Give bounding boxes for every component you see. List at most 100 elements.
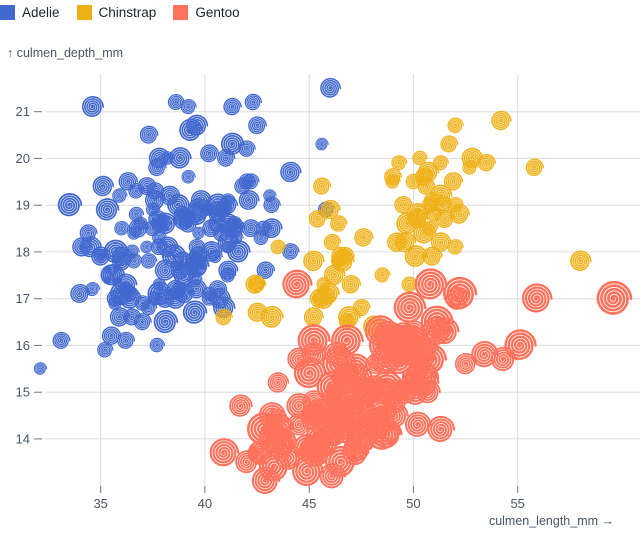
data-point-spiral bbox=[202, 219, 222, 238]
data-point-spiral bbox=[282, 243, 300, 260]
data-point-spiral bbox=[217, 149, 236, 167]
data-point-spiral bbox=[220, 132, 245, 155]
data-point-spiral bbox=[421, 196, 440, 214]
data-point-spiral bbox=[33, 362, 48, 375]
data-point-spiral bbox=[128, 183, 145, 199]
data-point-spiral bbox=[215, 308, 233, 326]
data-point-spiral bbox=[409, 346, 436, 372]
data-point-spiral bbox=[93, 249, 109, 264]
data-point-spiral bbox=[149, 337, 166, 353]
legend-label-chinstrap: Chinstrap bbox=[98, 5, 157, 20]
legend-label-adelie: Adelie bbox=[22, 5, 60, 20]
data-point-spiral bbox=[112, 188, 128, 203]
data-point-spiral bbox=[140, 253, 158, 269]
data-point-spiral bbox=[417, 161, 440, 183]
data-point-spiral bbox=[330, 215, 348, 232]
data-point-spiral bbox=[391, 155, 408, 171]
data-point-spiral bbox=[95, 198, 120, 221]
data-point-spiral bbox=[430, 232, 452, 252]
data-point-spiral bbox=[504, 329, 537, 360]
data-point-spiral bbox=[394, 196, 413, 214]
series-gentoo bbox=[209, 268, 633, 494]
data-point-spiral bbox=[148, 158, 167, 177]
data-point-spiral bbox=[477, 153, 497, 172]
y-tick-label: 19 bbox=[16, 198, 30, 213]
data-point-spiral bbox=[218, 260, 239, 280]
x-tick-label: 55 bbox=[510, 496, 524, 511]
x-tick-label: 35 bbox=[93, 496, 107, 511]
data-point-spiral bbox=[384, 168, 403, 186]
data-point-spiral bbox=[109, 281, 135, 306]
data-point-spiral bbox=[154, 259, 177, 281]
data-point-spiral bbox=[282, 269, 313, 299]
legend-swatch-gentoo bbox=[173, 5, 189, 20]
data-point-spiral bbox=[330, 408, 365, 440]
data-point-spiral bbox=[570, 250, 592, 271]
data-point-spiral bbox=[427, 415, 456, 443]
data-point-spiral bbox=[238, 190, 260, 210]
data-point-spiral bbox=[331, 324, 364, 356]
data-point-spiral bbox=[302, 390, 326, 412]
data-point-spiral bbox=[401, 276, 418, 293]
legend: Adelie Chinstrap Gentoo bbox=[0, 5, 257, 20]
data-point-spiral bbox=[161, 244, 187, 268]
data-point-spiral bbox=[263, 189, 277, 202]
data-point-spiral bbox=[186, 114, 209, 136]
data-point-spiral bbox=[354, 228, 374, 247]
data-point-spiral bbox=[137, 177, 157, 195]
data-point-spiral bbox=[144, 220, 162, 237]
data-point-spiral bbox=[286, 393, 313, 418]
data-point-spiral bbox=[315, 137, 329, 151]
data-point-spiral bbox=[227, 240, 251, 263]
data-point-spiral bbox=[234, 177, 252, 195]
data-point-spiral bbox=[270, 239, 286, 255]
data-point-spiral bbox=[432, 155, 449, 171]
y-tick-label: 17 bbox=[16, 291, 30, 306]
data-point-spiral bbox=[57, 192, 83, 217]
data-point-spiral bbox=[220, 267, 237, 283]
data-point-spiral bbox=[293, 357, 327, 389]
data-point-spiral bbox=[323, 233, 342, 251]
data-point-spiral bbox=[181, 169, 196, 184]
data-point-spiral bbox=[394, 231, 417, 253]
y-axis-label: ↑ culmen_depth_mm bbox=[7, 46, 124, 60]
data-point-spiral bbox=[235, 450, 260, 474]
data-point-spiral bbox=[209, 438, 240, 467]
legend-item-chinstrap: Chinstrap bbox=[76, 5, 157, 20]
y-tick-label: 16 bbox=[16, 338, 30, 353]
data-point-spiral bbox=[435, 209, 455, 228]
data-point-spiral bbox=[118, 172, 139, 191]
data-point-spiral bbox=[244, 93, 263, 111]
legend-label-gentoo: Gentoo bbox=[195, 5, 240, 20]
data-point-spiral bbox=[309, 404, 331, 426]
data-point-spiral bbox=[431, 317, 460, 345]
data-point-spiral bbox=[303, 307, 324, 327]
data-point-spiral bbox=[447, 239, 464, 255]
data-point-spiral bbox=[341, 275, 362, 294]
data-point-spiral bbox=[248, 116, 267, 135]
data-point-spiral bbox=[248, 276, 267, 293]
data-point-spiral bbox=[525, 158, 545, 177]
data-point-spiral bbox=[70, 284, 91, 304]
data-point-spiral bbox=[165, 287, 188, 309]
data-point-spiral bbox=[596, 280, 633, 315]
x-tick-label: 50 bbox=[406, 496, 420, 511]
x-tick-label: 45 bbox=[302, 496, 316, 511]
data-point-spiral bbox=[248, 439, 276, 465]
data-point-spiral bbox=[247, 302, 268, 322]
data-point-spiral bbox=[188, 246, 210, 266]
data-point-spiral bbox=[81, 95, 105, 117]
data-point-spiral bbox=[159, 185, 181, 206]
data-point-spiral bbox=[490, 346, 517, 372]
data-point-spiral bbox=[396, 212, 420, 235]
x-axis-label: culmen_length_mm → bbox=[488, 514, 614, 528]
data-point-spiral bbox=[331, 253, 347, 269]
y-tick-label: 21 bbox=[16, 104, 30, 119]
legend-item-adelie: Adelie bbox=[0, 5, 60, 20]
data-point-spiral bbox=[253, 229, 270, 246]
data-point-spiral bbox=[208, 249, 223, 264]
data-point-spiral bbox=[382, 379, 409, 404]
data-point-spiral bbox=[133, 313, 152, 331]
data-point-spiral bbox=[313, 287, 336, 309]
